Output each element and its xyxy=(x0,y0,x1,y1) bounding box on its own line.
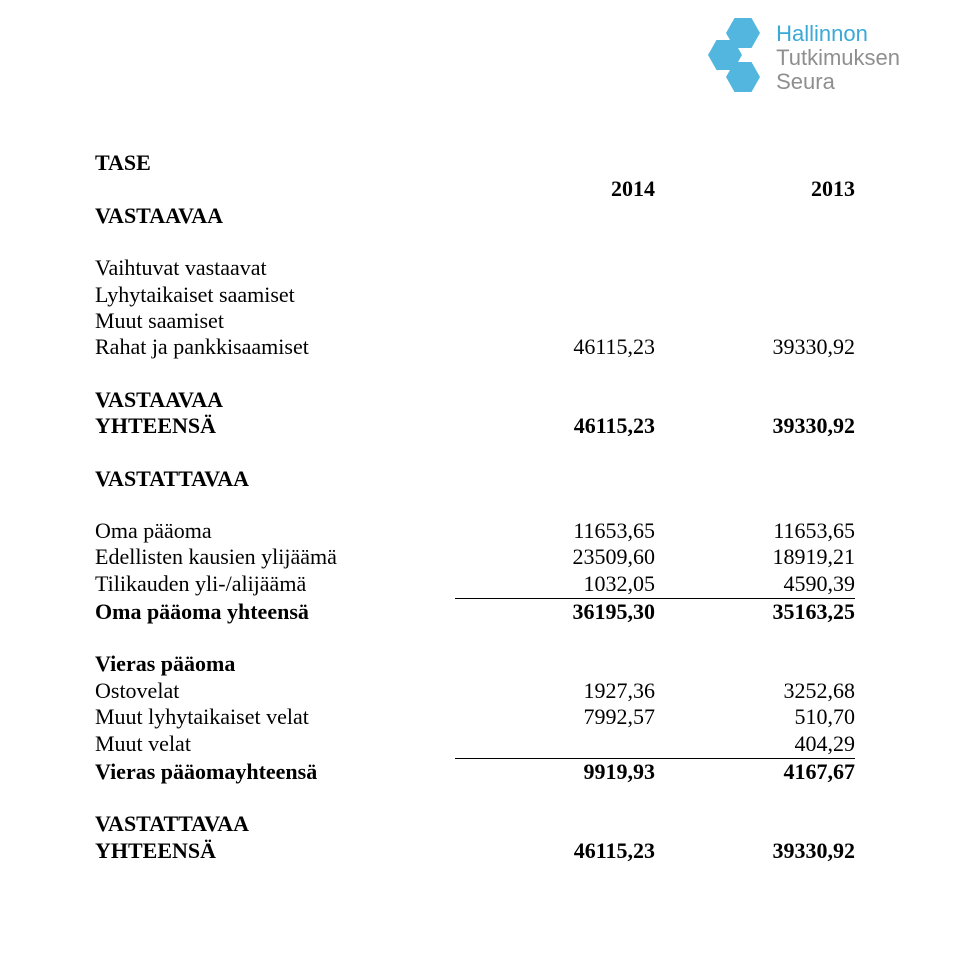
section-vastaavaa: VASTAAVAA xyxy=(95,203,455,229)
row-edellisten-label: Edellisten kausien ylijäämä xyxy=(95,544,455,570)
row-vieras-yht-label: Vieras pääomayhteensä xyxy=(95,759,455,785)
logo-line2: Tutkimuksen xyxy=(776,46,900,70)
yhteensa-2: YHTEENSÄ xyxy=(95,838,455,864)
row-edellisten-v1: 23509,60 xyxy=(455,544,655,570)
row-tilikauden-v1: 1032,05 xyxy=(455,571,655,599)
row-oma-yht-label: Oma pääoma yhteensä xyxy=(95,599,455,625)
logo: Hallinnon Tutkimuksen Seura xyxy=(702,18,900,98)
row-muut-lyhyt-v1: 7992,57 xyxy=(455,704,655,730)
row-vieras-yht-v2: 4167,67 xyxy=(655,759,855,785)
row-muut-velat-v1 xyxy=(455,731,655,759)
vieras-paaoma-label: Vieras pääoma xyxy=(95,651,455,677)
row-ostovelat-label: Ostovelat xyxy=(95,678,455,704)
title: TASE xyxy=(95,150,455,176)
vastattavaa-yht-label: VASTATTAVAA xyxy=(95,811,455,837)
vastaavaa-yht-v2: 39330,92 xyxy=(655,413,855,439)
row-ostovelat-v1: 1927,36 xyxy=(455,678,655,704)
row-rahat-v2: 39330,92 xyxy=(655,334,855,360)
hex-icon xyxy=(726,62,760,92)
yhteensa-1: YHTEENSÄ xyxy=(95,413,455,439)
year-col-1: 2014 xyxy=(455,176,655,202)
row-ostovelat-v2: 3252,68 xyxy=(655,678,855,704)
row-lyhyt-saamiset: Lyhytaikaiset saamiset xyxy=(95,282,455,308)
logo-hex-group xyxy=(702,18,770,98)
vastattavaa-yht-v2: 39330,92 xyxy=(655,838,855,864)
row-rahat-label: Rahat ja pankkisaamiset xyxy=(95,334,455,360)
row-oma-yht-v2: 35163,25 xyxy=(655,599,855,625)
row-tilikauden-label: Tilikauden yli-/alijäämä xyxy=(95,571,455,599)
row-tilikauden-v2: 4590,39 xyxy=(655,571,855,599)
row-oma-paaoma-v2: 11653,65 xyxy=(655,518,855,544)
balance-sheet: TASE 2014 2013 VASTAAVAA Vaihtuvat vasta… xyxy=(95,150,870,864)
year-col-2: 2013 xyxy=(655,176,855,202)
row-vieras-yht-v1: 9919,93 xyxy=(455,759,655,785)
logo-text: Hallinnon Tutkimuksen Seura xyxy=(776,22,900,95)
row-muut-lyhyt-label: Muut lyhytaikaiset velat xyxy=(95,704,455,730)
logo-line3: Seura xyxy=(776,70,900,94)
logo-line1: Hallinnon xyxy=(776,22,900,46)
section-vastattavaa: VASTATTAVAA xyxy=(95,466,455,492)
row-rahat-v1: 46115,23 xyxy=(455,334,655,360)
vastattavaa-yht-v1: 46115,23 xyxy=(455,838,655,864)
row-vaihtuvat: Vaihtuvat vastaavat xyxy=(95,255,455,281)
row-muut-velat-label: Muut velat xyxy=(95,731,455,759)
row-muut-velat-v2: 404,29 xyxy=(655,731,855,759)
vastaavaa-yht-v1: 46115,23 xyxy=(455,413,655,439)
row-oma-paaoma-v1: 11653,65 xyxy=(455,518,655,544)
vastaavaa-yht-label: VASTAAVAA xyxy=(95,387,455,413)
row-oma-paaoma-label: Oma pääoma xyxy=(95,518,455,544)
row-muut-lyhyt-v2: 510,70 xyxy=(655,704,855,730)
row-edellisten-v2: 18919,21 xyxy=(655,544,855,570)
row-muut-saamiset: Muut saamiset xyxy=(95,308,455,334)
row-oma-yht-v1: 36195,30 xyxy=(455,599,655,625)
